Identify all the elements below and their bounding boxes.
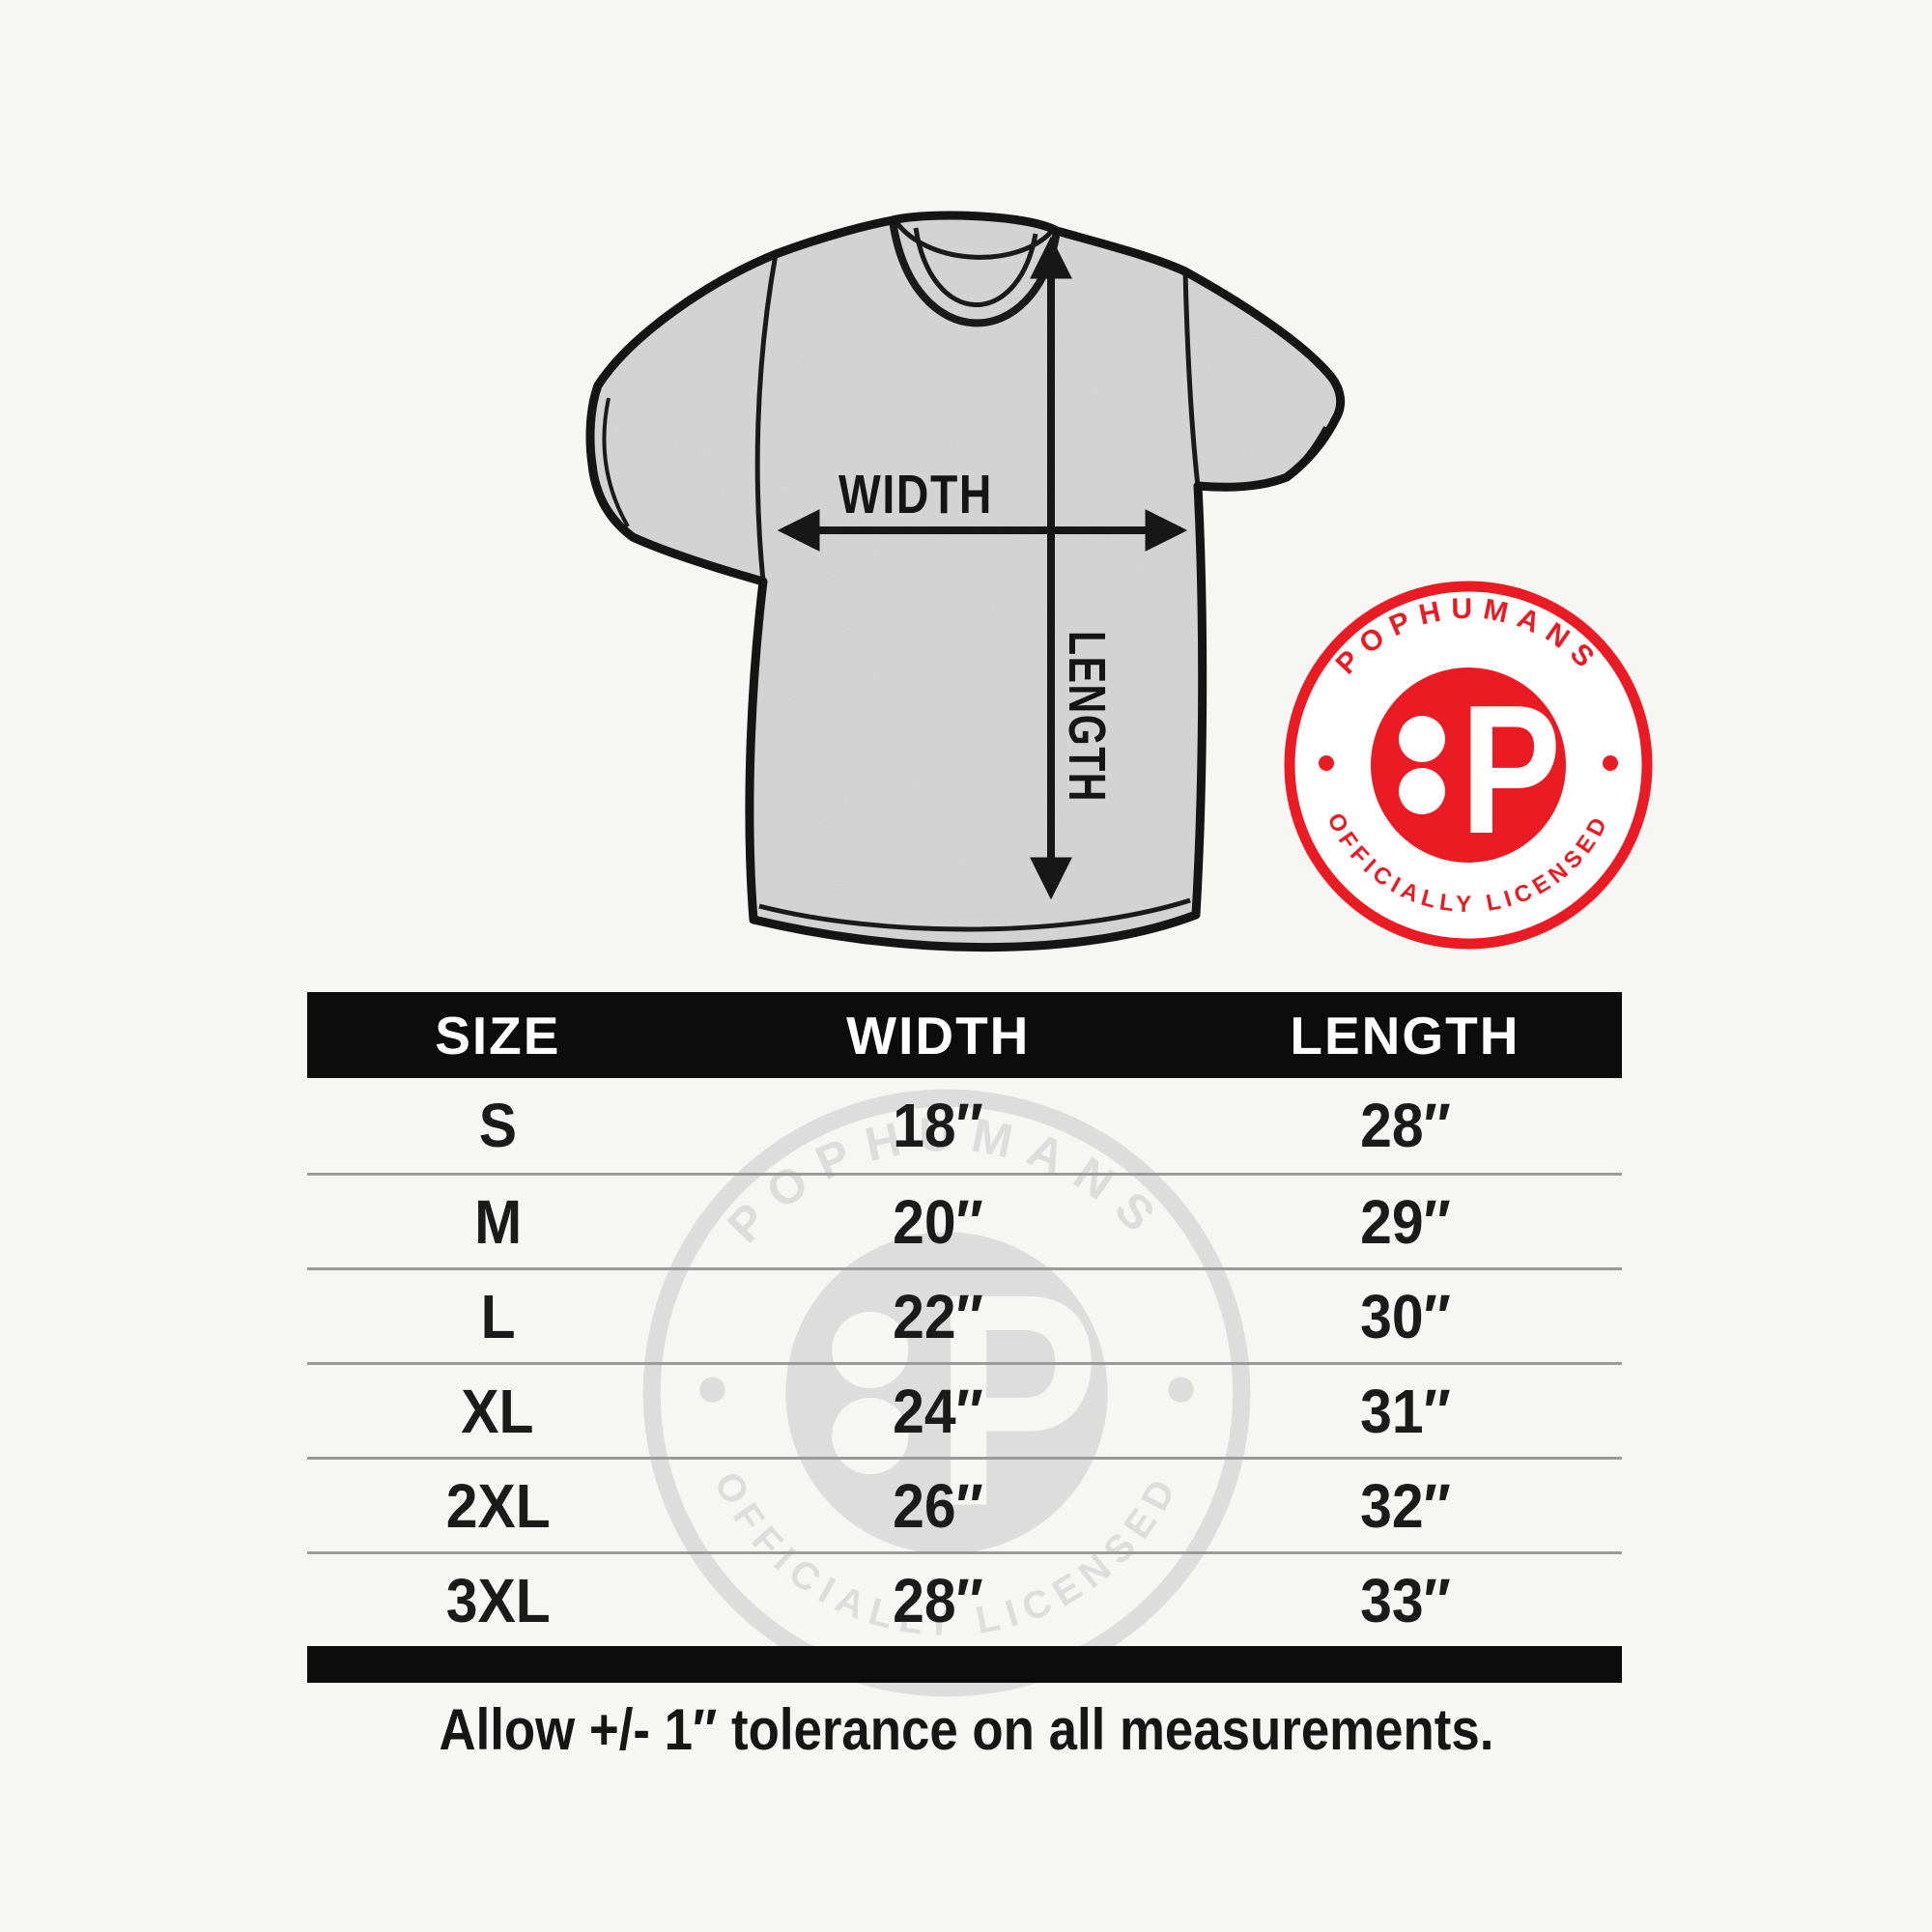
table-row: M 20″ 29″ [307,1173,1622,1267]
cell-width: 24″ [893,1376,984,1446]
table-footer-bar [307,1646,1622,1683]
cell-size: XL [461,1376,534,1446]
table-row: 2XL 26″ 32″ [307,1457,1622,1551]
cell-size: L [480,1281,516,1351]
tolerance-note: Allow +/- 1″ tolerance on all measuremen… [439,1697,1493,1762]
cell-width: 20″ [893,1186,984,1257]
licensed-badge [1290,586,1647,944]
cell-width: 18″ [893,1091,984,1160]
cell-width: 22″ [893,1281,984,1351]
cell-width: 28″ [893,1565,984,1635]
cell-length: 32″ [1359,1470,1451,1541]
size-chart-table: SIZE WIDTH LENGTH S 18″ 28″ M 20″ 29″ L … [307,992,1622,1683]
table-row: 3XL 28″ 33″ [307,1551,1622,1646]
table-row: L 22″ 30″ [307,1267,1622,1362]
cell-width: 26″ [893,1470,984,1541]
header-length: LENGTH [1290,1005,1520,1065]
table-row: XL 24″ 31″ [307,1362,1622,1457]
tshirt-heather-texture [590,215,1341,948]
cell-size: S [478,1091,517,1160]
length-label: LENGTH [1058,631,1116,803]
cell-size: 3XL [445,1565,551,1635]
table-row: S 18″ 28″ [307,1078,1622,1173]
cell-length: 28″ [1359,1091,1451,1160]
cell-length: 33″ [1359,1565,1451,1635]
width-label: WIDTH [838,464,993,526]
header-size: SIZE [435,1005,561,1065]
header-width: WIDTH [846,1005,1031,1065]
cell-length: 29″ [1359,1186,1451,1257]
cell-size: M [473,1186,522,1257]
tshirt-diagram: WIDTH LENGTH [541,174,1410,1005]
cell-size: 2XL [445,1470,551,1541]
cell-length: 31″ [1359,1376,1451,1446]
table-header-row: SIZE WIDTH LENGTH [307,992,1622,1078]
cell-length: 30″ [1359,1281,1451,1351]
